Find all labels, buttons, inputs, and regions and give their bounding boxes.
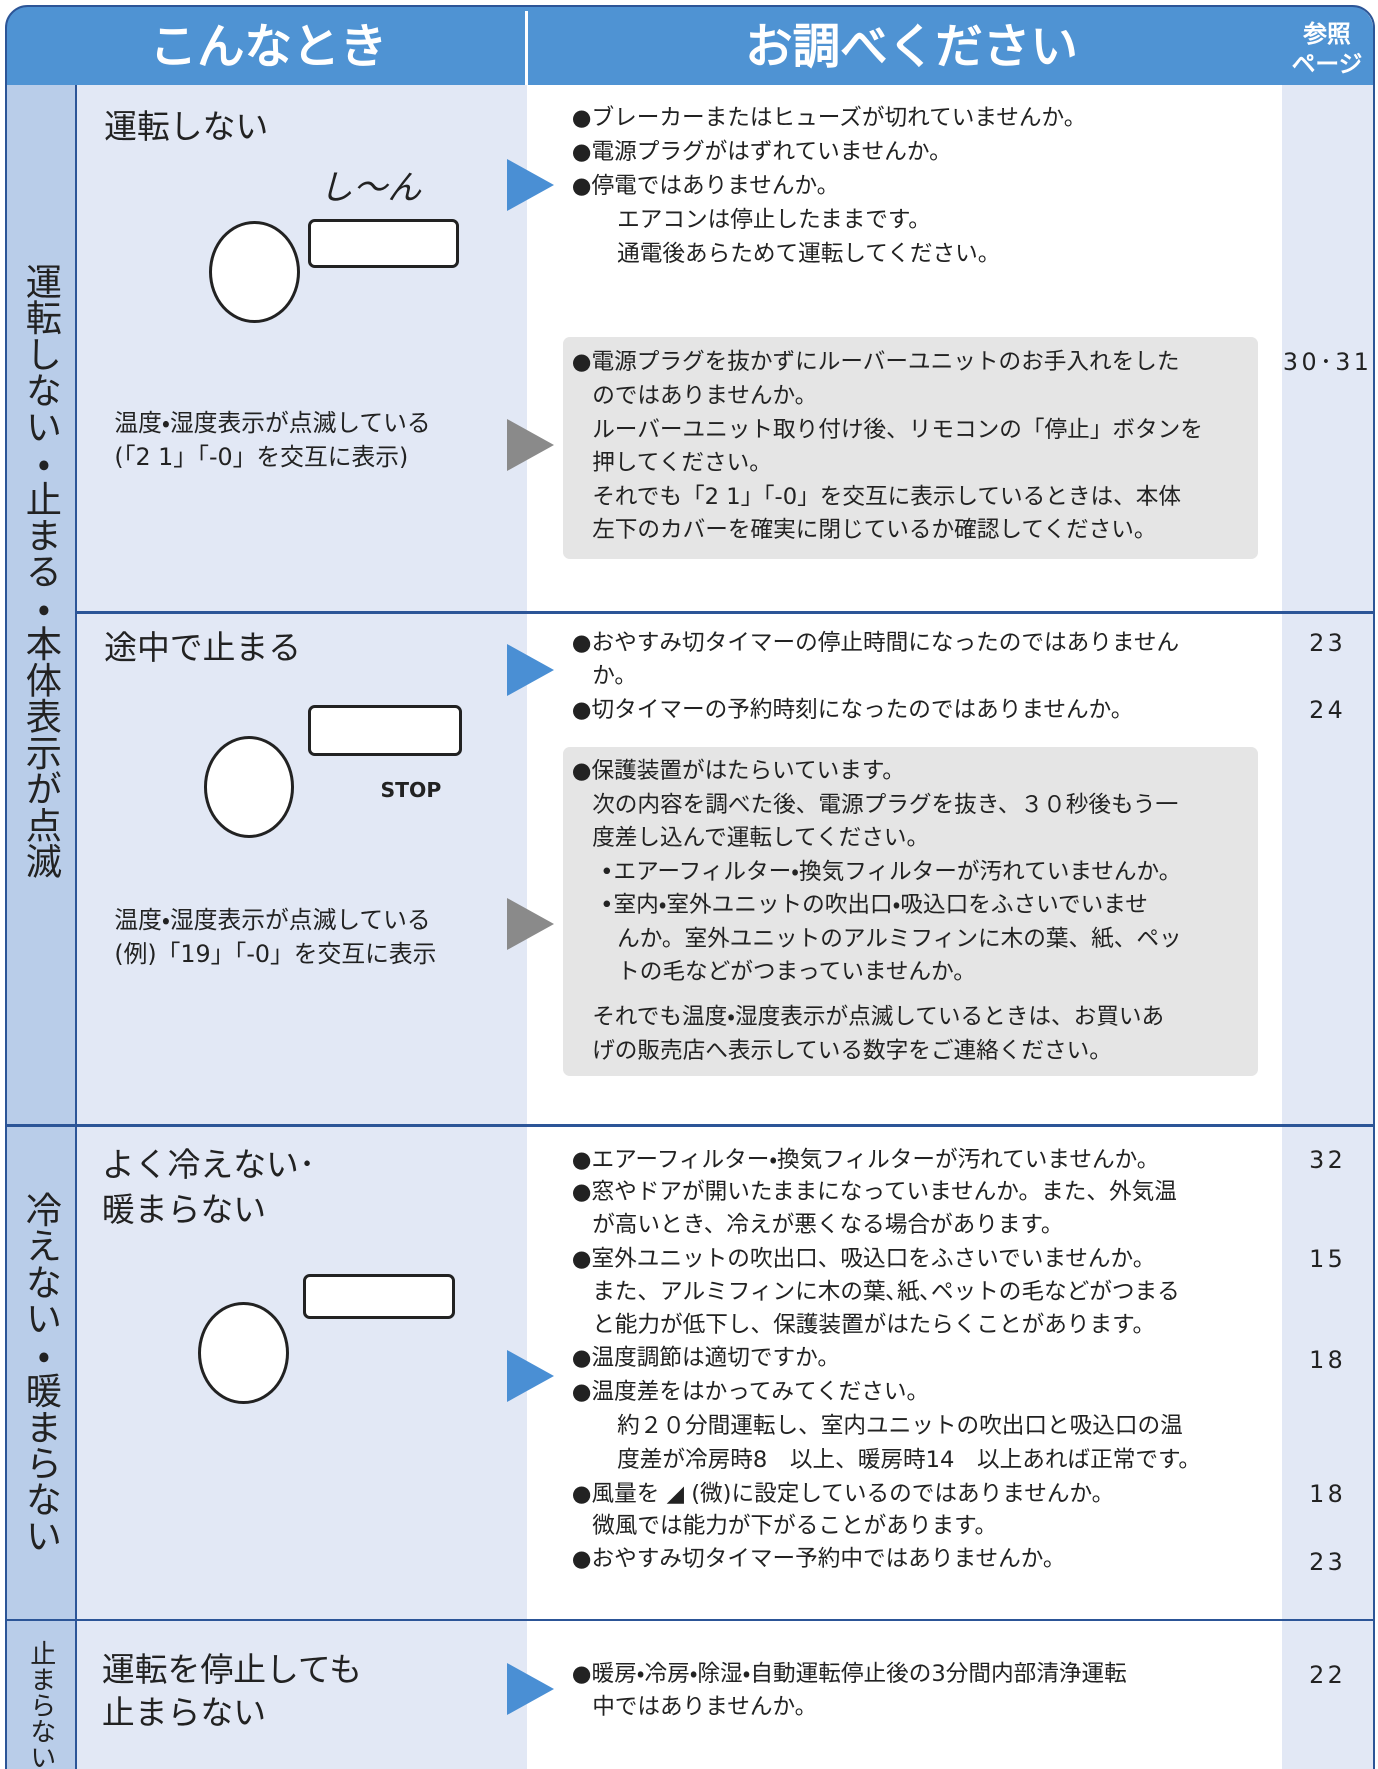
- note-item: ●保護装置がはたらいています。: [571, 758, 905, 785]
- symptom-note: 温度・湿度表示が点滅している: [114, 408, 431, 437]
- note-item: 左下のカバーを確実に閉じているか確認してください。: [592, 517, 1157, 544]
- reference-page: 23: [1309, 1547, 1347, 1576]
- check-item: 度差が冷房時8 以上、暖房時14 以上あれば正常です。: [617, 1446, 1202, 1473]
- note-item: それでも「2 1」「-0」を交互に表示しているときは、本体: [592, 484, 1182, 511]
- reference-page: 23: [1309, 629, 1347, 658]
- reference-column: [1281, 84, 1374, 1769]
- symptom: よく冷えない･: [101, 1145, 316, 1184]
- row-divider: [5, 1124, 1374, 1127]
- note-item: ルーバーユニット取り付け後、リモコンの「停止」ボタンを: [592, 417, 1203, 444]
- row-divider: [5, 1619, 1374, 1622]
- check-item: ●ブレーカーまたはヒューズが切れていませんか。: [571, 104, 1087, 131]
- reference-page: 18: [1309, 1479, 1347, 1508]
- note-item: •エアーフィルター・換気フィルターが汚れていませんか。: [600, 859, 1182, 885]
- note-item: のではありませんか。: [592, 383, 818, 410]
- air-conditioner-illustration: [307, 705, 462, 757]
- reference-page: 32: [1309, 1145, 1347, 1174]
- arrow: [507, 1663, 555, 1716]
- symptom: 止まらない: [101, 1693, 267, 1732]
- arrow: [507, 418, 555, 471]
- check-item: か。: [592, 663, 637, 690]
- reference-page: 22: [1309, 1660, 1347, 1689]
- person-illustration: [209, 220, 301, 323]
- group-label: 止まらない: [25, 1639, 56, 1769]
- note-item: それでも温度・湿度表示が点滅しているときは、お買いあ: [592, 1003, 1165, 1030]
- note-item: 度差し込んで運転してください。: [592, 825, 930, 852]
- illustration-text: STOP: [380, 777, 442, 802]
- group-column: [5, 84, 76, 1769]
- symptom: 運転しない: [104, 108, 269, 147]
- header-text: お調べください: [745, 19, 1078, 75]
- check-item: ●室外ユニットの吹出口、吸込口をふさいでいませんか。: [571, 1246, 1156, 1273]
- situation-column: [75, 84, 527, 1769]
- symptom-note: (「2 1」「-0」を交互に表示): [114, 442, 409, 471]
- header-text: 参照: [1303, 19, 1351, 48]
- check-item: 微風では能力が下がることがあります。: [592, 1513, 998, 1540]
- check-item: ●おやすみ切タイマー予約中ではありませんか。: [571, 1546, 1066, 1573]
- header-text: ページ: [1291, 50, 1363, 79]
- illustration-text: し〜ん: [319, 167, 422, 208]
- symptom-note: (例)「19」「-0」を交互に表示: [114, 939, 437, 968]
- group-label: 冷えない・暖まらない: [19, 1191, 63, 1554]
- reference-page: 24: [1309, 696, 1347, 725]
- person-illustration: [203, 735, 295, 838]
- note-item: トの毛などがつまっていませんか。: [617, 958, 976, 985]
- check-item: 通電後あらためて運転してください。: [617, 240, 1001, 267]
- group-label: 運転しない・止まる・本体表示が点滅: [19, 262, 63, 879]
- arrow: [507, 158, 555, 211]
- check-item: ●窓やドアが開いたままになっていませんか。また、外気温: [571, 1179, 1177, 1206]
- header-divider: [525, 11, 528, 85]
- check-item: ●電源プラグがはずれていませんか。: [571, 138, 952, 165]
- note-item: 次の内容を調べた後、電源プラグを抜き、３０秒後もう一: [592, 792, 1179, 819]
- header-text: こんなとき: [149, 19, 388, 75]
- arrow: [507, 897, 555, 950]
- note-item: 押してください。: [592, 450, 772, 477]
- note-item: •室内・室外ユニットの吹出口・吸込口をふさいでいませ: [600, 891, 1148, 918]
- check-item: ●暖房・冷房・除湿・自動運転停止後の3分間内部清浄運転: [571, 1660, 1127, 1687]
- check-item: が高いとき、冷えが悪くなる場合があります。: [592, 1212, 1064, 1239]
- header-bar: [5, 5, 1374, 85]
- symptom: 運転を停止しても: [101, 1650, 362, 1689]
- group-divider: [74, 84, 77, 1769]
- note-box: [562, 337, 1258, 560]
- outer-border: [4, 4, 1375, 1769]
- check-item: ●エアーフィルター・換気フィルターが汚れていませんか。: [571, 1146, 1160, 1173]
- note-box: [562, 747, 1258, 1076]
- symptom: 暖まらない: [101, 1190, 267, 1229]
- arrow: [507, 1349, 555, 1402]
- check-item: 中ではありませんか。: [592, 1693, 818, 1720]
- check-item: ●停電ではありませんか。: [571, 172, 840, 199]
- check-item: エアコンは停止したままです。: [617, 206, 931, 233]
- air-conditioner-illustration: [307, 218, 459, 269]
- note-item: んか。室外ユニットのアルミフィンに木の葉、紙、ペッ: [617, 925, 1182, 952]
- note-item: げの販売店へ表示している数字をご連絡ください。: [592, 1037, 1112, 1064]
- row-divider: [75, 611, 1374, 614]
- air-conditioner-illustration: [303, 1273, 456, 1320]
- arrow: [507, 644, 555, 697]
- symptom-note: 温度・湿度表示が点滅している: [114, 905, 431, 934]
- check-item: と能力が低下し、保護装置がはたらくことがあります。: [592, 1311, 1156, 1338]
- check-item: 約２０分間運転し、室内ユニットの吹出口と吸込口の温: [617, 1412, 1183, 1439]
- check-item: ●温度調節は適切ですか。: [571, 1344, 840, 1371]
- check-item: また、アルミフィンに木の葉､紙､ペットの毛などがつまる: [592, 1279, 1180, 1306]
- note-item: ●電源プラグを抜かずにルーバーユニットのお手入れをした: [571, 349, 1180, 376]
- check-item: ●切タイマーの予約時刻になったのではありませんか。: [571, 697, 1134, 724]
- check-item: ●温度差をはかってみてください。: [571, 1378, 930, 1405]
- check-item: ●おやすみ切タイマーの停止時間になったのではありません: [571, 630, 1180, 657]
- symptom: 途中で止まる: [104, 629, 302, 668]
- check-item: ●風量を ◢ (微)に設定しているのではありませんか。: [571, 1480, 1115, 1507]
- reference-page: 30･31: [1282, 348, 1373, 377]
- reference-page: 15: [1309, 1245, 1347, 1274]
- reference-page: 18: [1309, 1346, 1347, 1375]
- person-illustration: [198, 1302, 289, 1405]
